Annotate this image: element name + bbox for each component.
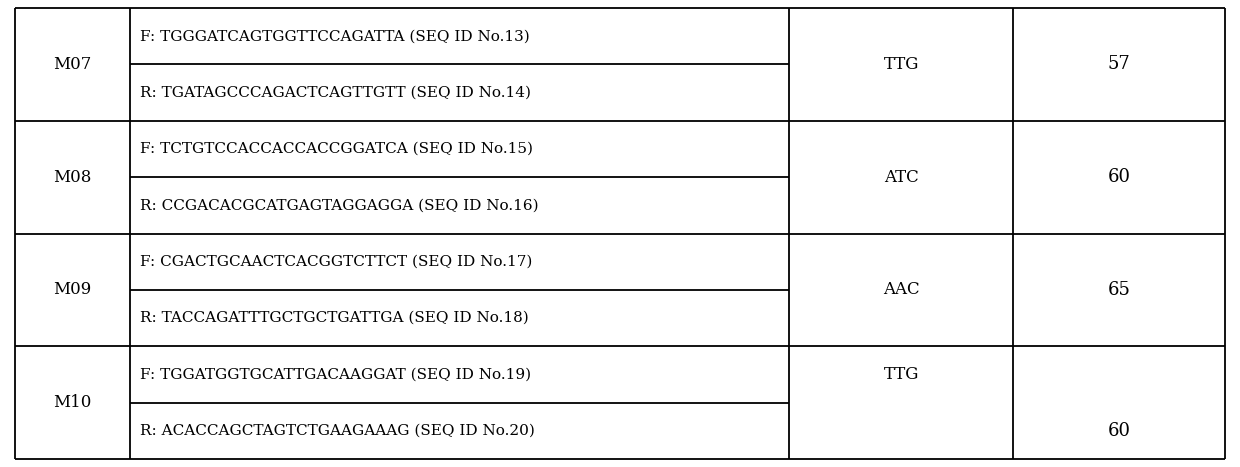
Text: R: ACACCAGCTAGTCTGAAGAAAG (SEQ ID No.20): R: ACACCAGCTAGTCTGAAGAAAG (SEQ ID No.20): [140, 424, 534, 438]
Text: AAC: AAC: [883, 282, 920, 298]
Text: R: TACCAGATTTGCTGCTGATTGA (SEQ ID No.18): R: TACCAGATTTGCTGCTGATTGA (SEQ ID No.18): [140, 311, 528, 325]
Text: 57: 57: [1107, 56, 1131, 73]
Bar: [790, 347, 1012, 458]
Text: 65: 65: [1107, 281, 1131, 299]
Text: R: CCGACACGCATGAGTAGGAGGA (SEQ ID No.16): R: CCGACACGCATGAGTAGGAGGA (SEQ ID No.16): [140, 198, 538, 212]
Text: F: TGGATGGTGCATTGACAAGGAT (SEQ ID No.19): F: TGGATGGTGCATTGACAAGGAT (SEQ ID No.19): [140, 368, 531, 382]
Text: F: TCTGTCCACCACCACCGGATCA (SEQ ID No.15): F: TCTGTCCACCACCACCGGATCA (SEQ ID No.15): [140, 142, 533, 156]
Text: M07: M07: [53, 56, 92, 73]
Text: ATC: ATC: [884, 169, 919, 185]
Text: M08: M08: [53, 169, 92, 185]
Text: F: TGGGATCAGTGGTTCCAGATTA (SEQ ID No.13): F: TGGGATCAGTGGTTCCAGATTA (SEQ ID No.13): [140, 29, 529, 43]
Text: TTG: TTG: [884, 366, 919, 383]
Text: 60: 60: [1107, 422, 1131, 440]
Text: M10: M10: [53, 394, 92, 411]
Text: R: TGATAGCCCAGACTCAGTTGTT (SEQ ID No.14): R: TGATAGCCCAGACTCAGTTGTT (SEQ ID No.14): [140, 85, 531, 99]
Text: TTG: TTG: [884, 56, 919, 73]
Text: 60: 60: [1107, 168, 1131, 186]
Text: M09: M09: [53, 282, 92, 298]
Text: TTG: TTG: [884, 366, 919, 383]
Text: TTG: TTG: [884, 394, 919, 411]
Text: F: CGACTGCAACTCACGGTCTTCT (SEQ ID No.17): F: CGACTGCAACTCACGGTCTTCT (SEQ ID No.17): [140, 255, 532, 269]
